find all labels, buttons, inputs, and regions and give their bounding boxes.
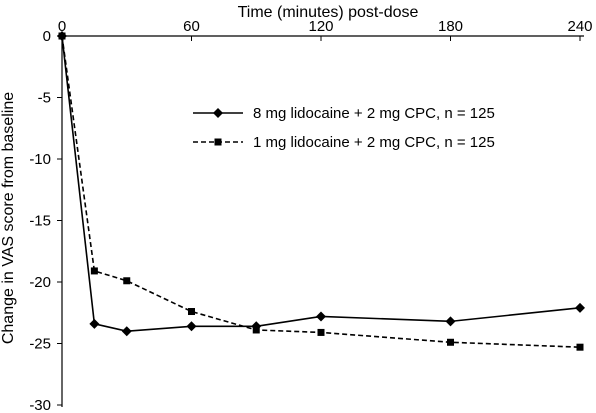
x-tick-label-4: 240 <box>567 18 592 35</box>
series-1-point-3 <box>186 321 197 332</box>
series-2-point-4 <box>252 326 260 334</box>
series-1-point-7 <box>575 302 585 313</box>
y-tick-label-4: -20 <box>29 274 51 291</box>
x-tick-label-0: 0 <box>58 18 66 35</box>
series-2-point-2 <box>123 277 131 285</box>
y-tick-label-1: -5 <box>38 90 51 107</box>
y-tick-label-6: -30 <box>29 397 51 413</box>
y-axis-ticks: 0 -5 -10 -15 -20 -25 -30 <box>29 28 62 413</box>
legend-item-1: 8 mg lidocaine + 2 mg CPC, n = 125 <box>193 105 495 122</box>
legend-item-2: 1 mg lidocaine + 2 mg CPC, n = 125 <box>193 134 495 151</box>
series-1-point-5 <box>316 311 326 322</box>
series-1-line <box>61 35 581 333</box>
series-layer <box>57 31 585 351</box>
legend-label-1: 8 mg lidocaine + 2 mg CPC, n = 125 <box>253 105 495 122</box>
y-tick-label-3: -15 <box>29 213 51 230</box>
legend-swatch-marker-2 <box>214 138 222 146</box>
series-2-point-3 <box>188 308 195 316</box>
series-2 <box>58 32 584 351</box>
y-tick-label-2: -10 <box>29 151 51 168</box>
series-2-point-0 <box>58 32 66 40</box>
x-tick-label-3: 180 <box>438 18 463 35</box>
series-1-point-2 <box>121 326 132 337</box>
x-tick-label-2: 120 <box>308 18 333 35</box>
series-2-point-7 <box>576 343 584 351</box>
legend-label-2: 1 mg lidocaine + 2 mg CPC, n = 125 <box>253 134 495 151</box>
series-2-point-1 <box>90 267 98 275</box>
legend: 8 mg lidocaine + 2 mg CPC, n = 125 1 mg l… <box>193 105 495 151</box>
series-1-point-1 <box>89 318 100 329</box>
series-1 <box>57 31 585 337</box>
legend-swatch-marker-1 <box>213 108 223 118</box>
series-2-line <box>61 35 581 348</box>
y-tick-label-0: 0 <box>43 28 51 45</box>
series-1-point-6 <box>445 316 456 327</box>
series-2-point-5 <box>317 328 325 336</box>
series-2-point-6 <box>447 338 454 346</box>
y-axis-title: Change in VAS score from baseline <box>0 92 17 344</box>
y-tick-label-5: -25 <box>29 336 51 353</box>
x-axis-title: Time (minutes) post-dose <box>238 4 419 21</box>
x-axis-ticks: 0 60 120 180 240 <box>58 18 593 41</box>
x-tick-label-1: 60 <box>183 18 200 35</box>
